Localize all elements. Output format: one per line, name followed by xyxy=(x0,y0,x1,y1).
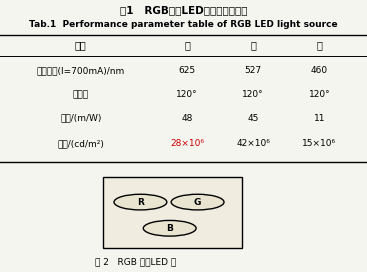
Text: 绿: 绿 xyxy=(250,41,256,51)
Text: B: B xyxy=(166,224,173,233)
Text: 表1   RGB三色LED光源性能参数表: 表1 RGB三色LED光源性能参数表 xyxy=(120,5,247,15)
Text: 图 2   RGB 三色LED 的: 图 2 RGB 三色LED 的 xyxy=(95,258,177,267)
Text: 红: 红 xyxy=(184,41,190,51)
Text: 45: 45 xyxy=(248,113,259,123)
Text: 15×10⁶: 15×10⁶ xyxy=(302,139,336,148)
Text: 42×10⁶: 42×10⁶ xyxy=(236,139,270,148)
Text: 光效/(m/W): 光效/(m/W) xyxy=(60,113,101,123)
Text: G: G xyxy=(194,197,201,207)
Text: 460: 460 xyxy=(311,66,328,75)
Text: Tab.1  Performance parameter table of RGB LED light source: Tab.1 Performance parameter table of RGB… xyxy=(29,20,338,29)
Text: 120°: 120° xyxy=(243,90,264,99)
Text: 120°: 120° xyxy=(309,90,330,99)
Text: R: R xyxy=(137,197,144,207)
Circle shape xyxy=(171,194,224,210)
Text: 48: 48 xyxy=(182,113,193,123)
Text: 峰值波长(I=700mA)/nm: 峰值波长(I=700mA)/nm xyxy=(37,66,125,75)
Text: 光束角: 光束角 xyxy=(73,90,89,99)
Text: 625: 625 xyxy=(179,66,196,75)
Text: 120°: 120° xyxy=(177,90,198,99)
Circle shape xyxy=(143,220,196,236)
Text: 参数: 参数 xyxy=(75,41,87,51)
Text: 527: 527 xyxy=(245,66,262,75)
Text: 蓝: 蓝 xyxy=(316,41,322,51)
Text: 11: 11 xyxy=(313,113,325,123)
Text: 28×10⁶: 28×10⁶ xyxy=(170,139,204,148)
Text: 亮度/(cd/m²): 亮度/(cd/m²) xyxy=(57,139,104,148)
FancyBboxPatch shape xyxy=(103,177,242,248)
Circle shape xyxy=(114,194,167,210)
